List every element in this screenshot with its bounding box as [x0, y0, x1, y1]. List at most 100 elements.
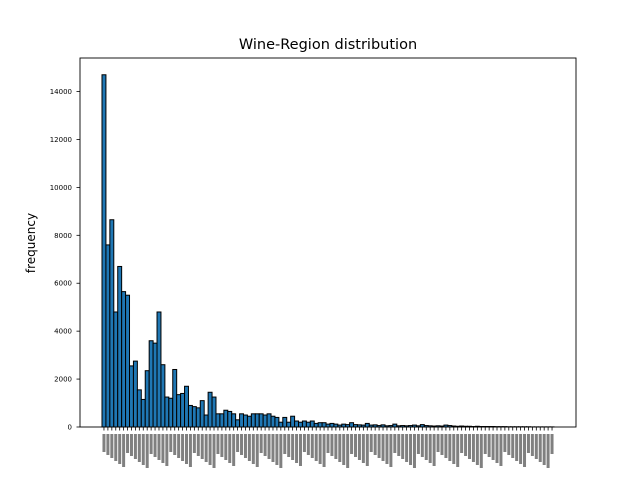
- y-tick-label: 2000: [54, 376, 72, 384]
- x-tick-label-illegible: [259, 434, 263, 453]
- bar: [207, 391, 213, 428]
- y-tick-label: 6000: [54, 280, 72, 288]
- bar: [254, 413, 260, 428]
- x-tick-label-illegible: [118, 434, 122, 464]
- bars-layer: [101, 74, 555, 428]
- bar: [180, 392, 186, 428]
- x-tick-label-illegible: [298, 434, 302, 466]
- x-tick-label-illegible: [169, 434, 173, 452]
- x-tick-label-illegible: [185, 434, 188, 464]
- y-tick-label: 0: [68, 424, 72, 432]
- bar: [105, 244, 111, 428]
- y-tick-label: 8000: [54, 232, 72, 240]
- bar: [140, 398, 146, 428]
- bar: [266, 413, 272, 428]
- x-tick-label-illegible: [350, 434, 354, 454]
- x-tick-label-illegible: [503, 434, 507, 452]
- x-tick-label-illegible: [173, 434, 177, 455]
- x-tick-label-illegible: [232, 434, 236, 466]
- bar: [278, 421, 284, 428]
- x-tick-label-illegible: [283, 434, 287, 454]
- x-tick-label-illegible: [448, 434, 452, 461]
- x-tick-label-illegible: [330, 434, 334, 456]
- x-tick-label-illegible: [526, 434, 530, 453]
- axes-frame: [79, 57, 577, 428]
- x-axis: [102, 427, 554, 468]
- x-tick-label-illegible: [432, 434, 436, 466]
- bar: [129, 365, 134, 428]
- x-tick-label-illegible: [279, 434, 283, 468]
- x-tick-label-illegible: [243, 434, 247, 458]
- x-tick-label-illegible: [487, 434, 491, 457]
- y-tick-label: 14000: [50, 88, 72, 96]
- x-tick-label-illegible: [546, 434, 550, 468]
- bar: [305, 421, 311, 428]
- x-tick-label-illegible: [523, 434, 527, 467]
- x-tick-label-illegible: [412, 434, 416, 468]
- x-tick-label-illegible: [499, 434, 503, 466]
- bar: [219, 413, 225, 428]
- bar: [246, 415, 252, 428]
- x-tick-label-illegible: [365, 434, 369, 466]
- x-tick-label-illegible: [247, 434, 251, 461]
- x-tick-label-illegible: [228, 434, 232, 463]
- x-tick-label-illegible: [409, 434, 413, 465]
- x-tick-label-illegible: [295, 434, 299, 463]
- x-tick-label-illegible: [126, 434, 130, 453]
- x-tick-label-illegible: [255, 434, 259, 467]
- bar: [239, 413, 245, 428]
- x-tick-label-illegible: [428, 434, 432, 463]
- bar: [270, 415, 276, 428]
- bar: [113, 311, 119, 428]
- x-tick-label-illegible: [181, 434, 185, 461]
- x-tick-label-illegible: [141, 434, 145, 465]
- x-tick-label-illegible: [538, 434, 542, 462]
- bar: [168, 397, 174, 428]
- bar: [199, 400, 205, 428]
- chart-title: Wine-Region distribution: [239, 37, 417, 53]
- bar: [274, 416, 280, 428]
- x-tick-label-illegible: [338, 434, 342, 462]
- x-tick-label-illegible: [346, 434, 350, 468]
- x-tick-label-illegible: [479, 434, 483, 468]
- bar: [321, 422, 327, 428]
- x-tick-label-illegible: [511, 434, 515, 458]
- bar: [223, 409, 229, 428]
- bar: [164, 396, 170, 428]
- x-tick-label-illegible: [397, 434, 401, 456]
- x-tick-label-illegible: [145, 434, 149, 468]
- bar: [294, 420, 300, 428]
- bar: [187, 404, 193, 428]
- x-tick-label-illegible: [464, 434, 468, 456]
- bar: [132, 360, 138, 428]
- bar: [109, 219, 115, 428]
- bar: [227, 410, 233, 428]
- x-tick-label-illegible: [530, 434, 534, 456]
- x-tick-label-illegible: [354, 434, 358, 457]
- x-tick-label-illegible: [424, 434, 428, 460]
- x-tick-label-illegible: [137, 434, 141, 462]
- bar: [258, 413, 264, 428]
- x-tick-label-illegible: [468, 434, 471, 459]
- bar: [148, 340, 154, 428]
- x-tick-label-illegible: [436, 434, 440, 452]
- x-tick-label-illegible: [310, 434, 314, 458]
- x-tick-label-illegible: [550, 434, 554, 454]
- x-tick-label-illegible: [361, 434, 365, 463]
- x-tick-label-illegible: [381, 434, 385, 461]
- bar: [231, 413, 237, 428]
- x-tick-label-illegible: [188, 434, 192, 467]
- x-tick-label-illegible: [416, 434, 420, 454]
- x-tick-label-illegible: [106, 434, 110, 455]
- x-tick-label-illegible: [114, 434, 118, 461]
- bar: [282, 416, 288, 428]
- x-tick-label-illegible: [153, 434, 157, 457]
- bar: [136, 389, 142, 428]
- x-tick-label-illegible: [405, 434, 409, 462]
- bar: [184, 385, 189, 428]
- x-tick-label-illegible: [542, 434, 546, 465]
- bar: [262, 414, 268, 428]
- bar: [160, 364, 166, 428]
- x-tick-label-illegible: [196, 434, 200, 456]
